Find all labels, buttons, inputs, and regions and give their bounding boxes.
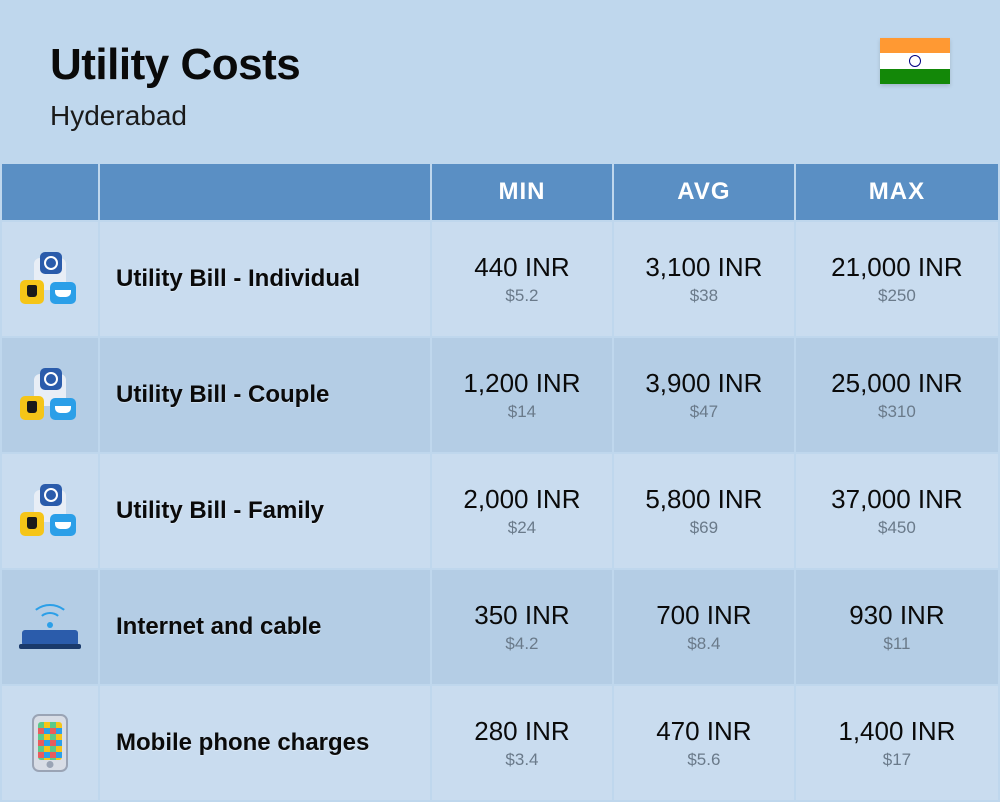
value-primary: 280 INR [432, 716, 612, 747]
value-primary: 470 INR [614, 716, 794, 747]
cell-avg: 470 INR $5.6 [614, 686, 794, 800]
cell-icon [2, 686, 98, 800]
value-secondary: $450 [796, 518, 998, 538]
cell-min: 1,200 INR $14 [432, 338, 612, 452]
cell-icon [2, 338, 98, 452]
value-primary: 350 INR [432, 600, 612, 631]
table-header-row: MIN AVG MAX [2, 164, 998, 220]
value-secondary: $24 [432, 518, 612, 538]
value-primary: 37,000 INR [796, 484, 998, 515]
value-secondary: $3.4 [432, 750, 612, 770]
col-header-avg: AVG [614, 164, 794, 220]
cell-min: 2,000 INR $24 [432, 454, 612, 568]
router-icon [18, 602, 82, 652]
value-secondary: $69 [614, 518, 794, 538]
value-secondary: $4.2 [432, 634, 612, 654]
value-primary: 930 INR [796, 600, 998, 631]
value-secondary: $17 [796, 750, 998, 770]
table-row: Utility Bill - Family2,000 INR $245,800 I… [2, 454, 998, 568]
cell-min: 350 INR $4.2 [432, 570, 612, 684]
utility-cluster-icon [20, 368, 80, 422]
col-header-icon [2, 164, 98, 220]
value-secondary: $250 [796, 286, 998, 306]
cell-label: Utility Bill - Family [100, 454, 430, 568]
col-header-label [100, 164, 430, 220]
cell-icon [2, 454, 98, 568]
table-row: Utility Bill - Couple1,200 INR $143,900 I… [2, 338, 998, 452]
value-secondary: $11 [796, 634, 998, 654]
cell-label: Mobile phone charges [100, 686, 430, 800]
utility-costs-table: MIN AVG MAX Utility Bill - Individual440… [0, 162, 1000, 802]
header: Utility Costs Hyderabad [0, 0, 1000, 162]
value-primary: 1,200 INR [432, 368, 612, 399]
table-row: Internet and cable350 INR $4.2700 INR $8.4… [2, 570, 998, 684]
value-primary: 700 INR [614, 600, 794, 631]
cell-icon [2, 570, 98, 684]
value-primary: 2,000 INR [432, 484, 612, 515]
table-row: Mobile phone charges280 INR $3.4470 INR $5… [2, 686, 998, 800]
value-secondary: $5.6 [614, 750, 794, 770]
cell-avg: 3,900 INR $47 [614, 338, 794, 452]
col-header-max: MAX [796, 164, 998, 220]
page-title: Utility Costs [50, 40, 950, 90]
value-primary: 1,400 INR [796, 716, 998, 747]
cell-label: Utility Bill - Individual [100, 222, 430, 336]
india-flag-icon [880, 38, 950, 84]
page-subtitle: Hyderabad [50, 100, 950, 132]
value-secondary: $8.4 [614, 634, 794, 654]
value-primary: 5,800 INR [614, 484, 794, 515]
value-secondary: $38 [614, 286, 794, 306]
col-header-min: MIN [432, 164, 612, 220]
cell-max: 37,000 INR $450 [796, 454, 998, 568]
cell-label: Utility Bill - Couple [100, 338, 430, 452]
cell-max: 25,000 INR $310 [796, 338, 998, 452]
cell-avg: 3,100 INR $38 [614, 222, 794, 336]
value-primary: 21,000 INR [796, 252, 998, 283]
utility-cluster-icon [20, 252, 80, 306]
smartphone-icon [32, 714, 68, 772]
value-secondary: $5.2 [432, 286, 612, 306]
cell-label: Internet and cable [100, 570, 430, 684]
cell-icon [2, 222, 98, 336]
value-primary: 440 INR [432, 252, 612, 283]
value-primary: 3,900 INR [614, 368, 794, 399]
value-secondary: $14 [432, 402, 612, 422]
value-secondary: $310 [796, 402, 998, 422]
value-primary: 25,000 INR [796, 368, 998, 399]
utility-cluster-icon [20, 484, 80, 538]
cell-avg: 5,800 INR $69 [614, 454, 794, 568]
cell-max: 1,400 INR $17 [796, 686, 998, 800]
cell-min: 280 INR $3.4 [432, 686, 612, 800]
table-row: Utility Bill - Individual440 INR $5.23,10… [2, 222, 998, 336]
cell-min: 440 INR $5.2 [432, 222, 612, 336]
value-secondary: $47 [614, 402, 794, 422]
value-primary: 3,100 INR [614, 252, 794, 283]
cell-avg: 700 INR $8.4 [614, 570, 794, 684]
cell-max: 930 INR $11 [796, 570, 998, 684]
cell-max: 21,000 INR $250 [796, 222, 998, 336]
